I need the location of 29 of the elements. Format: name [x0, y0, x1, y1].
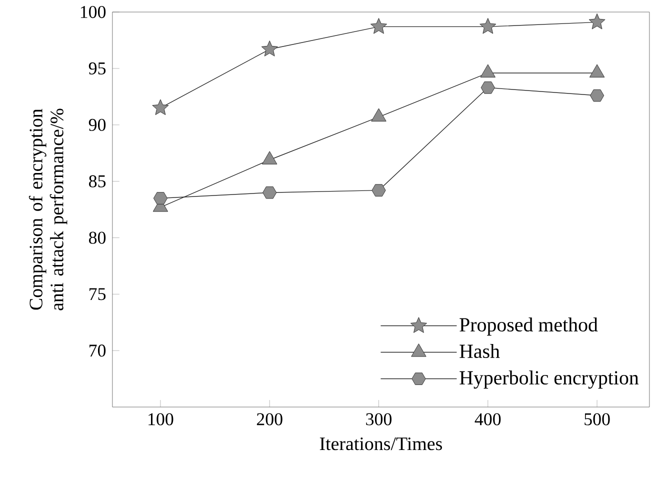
x-tick-label: 200: [256, 413, 282, 426]
point: [480, 64, 496, 78]
y-tick-label: 80: [89, 232, 106, 244]
x-tick-label: 400: [474, 413, 501, 426]
point: [590, 89, 604, 102]
legend-label: Hash: [460, 344, 500, 358]
point: [152, 99, 169, 115]
x-tick-label: 500: [584, 413, 610, 426]
y-tick-label: 95: [88, 62, 106, 74]
y-tick-label: 100: [80, 6, 106, 18]
y-axis-title: Comparison of encryption anti attack performance/%: [28, 108, 68, 310]
y-tick-label: 70: [90, 344, 106, 356]
y-tick-label: 75: [90, 288, 106, 300]
legend-label: Hyperbolic encryption: [460, 370, 639, 388]
point: [480, 81, 495, 94]
x-tick-label: 100: [148, 413, 174, 426]
y-tick-label: 85: [89, 175, 106, 188]
point: [153, 192, 168, 204]
y-tick-label: 90: [88, 118, 106, 131]
point: [588, 13, 606, 30]
x-tick-label: 300: [366, 413, 392, 426]
legend-label: Proposed method: [460, 317, 598, 336]
point: [589, 64, 605, 78]
point: [372, 184, 386, 196]
point: [370, 18, 388, 34]
point: [480, 18, 496, 34]
x-axis-title: Iterations/Times: [320, 437, 442, 450]
point: [262, 186, 277, 199]
point: [261, 40, 278, 56]
